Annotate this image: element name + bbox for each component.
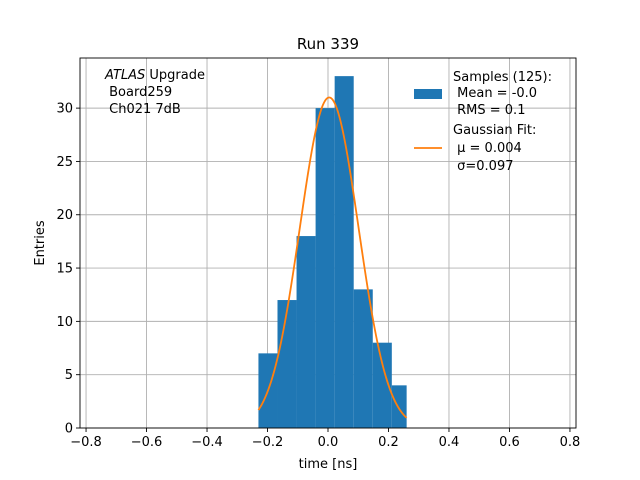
x-tick-label: −0.6 xyxy=(131,435,163,450)
legend-samples-mean: Mean = -0.0 xyxy=(453,86,537,101)
legend-samples-swatch xyxy=(414,89,442,99)
legend-fit-title: Gaussian Fit: xyxy=(453,123,536,138)
x-tick-label: −0.4 xyxy=(191,435,223,450)
histogram-bar xyxy=(277,300,297,428)
annotation-atlas: ATLAS xyxy=(104,68,145,83)
y-tick-label: 30 xyxy=(56,102,73,117)
legend-samples-title: Samples (125): xyxy=(453,70,552,85)
x-axis-ticks: −0.8 −0.6 −0.4 −0.2 0.0 0.2 0.4 0.6 0.8 xyxy=(70,428,580,450)
legend: Samples (125): Mean = -0.0 RMS = 0.1 Gau… xyxy=(414,70,552,174)
histogram-bar xyxy=(353,289,373,428)
chart-title: Run 339 xyxy=(297,35,359,53)
x-tick-label: 0.2 xyxy=(378,435,399,450)
x-tick-label: 0.0 xyxy=(318,435,339,450)
annotation-line-2: Board259 xyxy=(105,85,172,100)
y-tick-label: 0 xyxy=(65,422,73,437)
y-tick-label: 5 xyxy=(65,368,73,383)
gaussian-fit-curve xyxy=(257,96,408,419)
histogram-bar xyxy=(372,342,392,428)
legend-samples-rms: RMS = 0.1 xyxy=(453,103,525,118)
y-axis-label: Entries xyxy=(33,220,48,266)
annotation-upgrade: Upgrade xyxy=(145,68,205,83)
x-tick-label: 0.6 xyxy=(499,435,520,450)
histogram-bar xyxy=(296,236,316,428)
x-axis-label: time [ns] xyxy=(299,457,358,472)
y-tick-label: 15 xyxy=(56,262,73,277)
atlas-annotation: ATLAS Upgrade Board259 Ch021 7dB xyxy=(104,68,205,117)
x-tick-label: 0.8 xyxy=(560,435,581,450)
histogram-bar xyxy=(315,108,335,429)
annotation-line-3: Ch021 7dB xyxy=(105,102,181,117)
x-tick-label: −0.8 xyxy=(70,435,102,450)
x-tick-label: 0.4 xyxy=(439,435,460,450)
y-tick-label: 25 xyxy=(56,155,73,170)
histogram-bar xyxy=(391,385,407,428)
legend-fit-sigma: σ=0.097 xyxy=(453,159,513,174)
y-axis-ticks: 0 5 10 15 20 25 30 xyxy=(56,102,80,437)
histogram-bar xyxy=(334,76,354,428)
annotation-line-1: ATLAS Upgrade xyxy=(104,68,205,83)
legend-fit-mu: μ = 0.004 xyxy=(453,141,522,156)
y-tick-label: 10 xyxy=(56,315,73,330)
x-tick-label: −0.2 xyxy=(252,435,284,450)
y-tick-label: 20 xyxy=(56,208,73,223)
